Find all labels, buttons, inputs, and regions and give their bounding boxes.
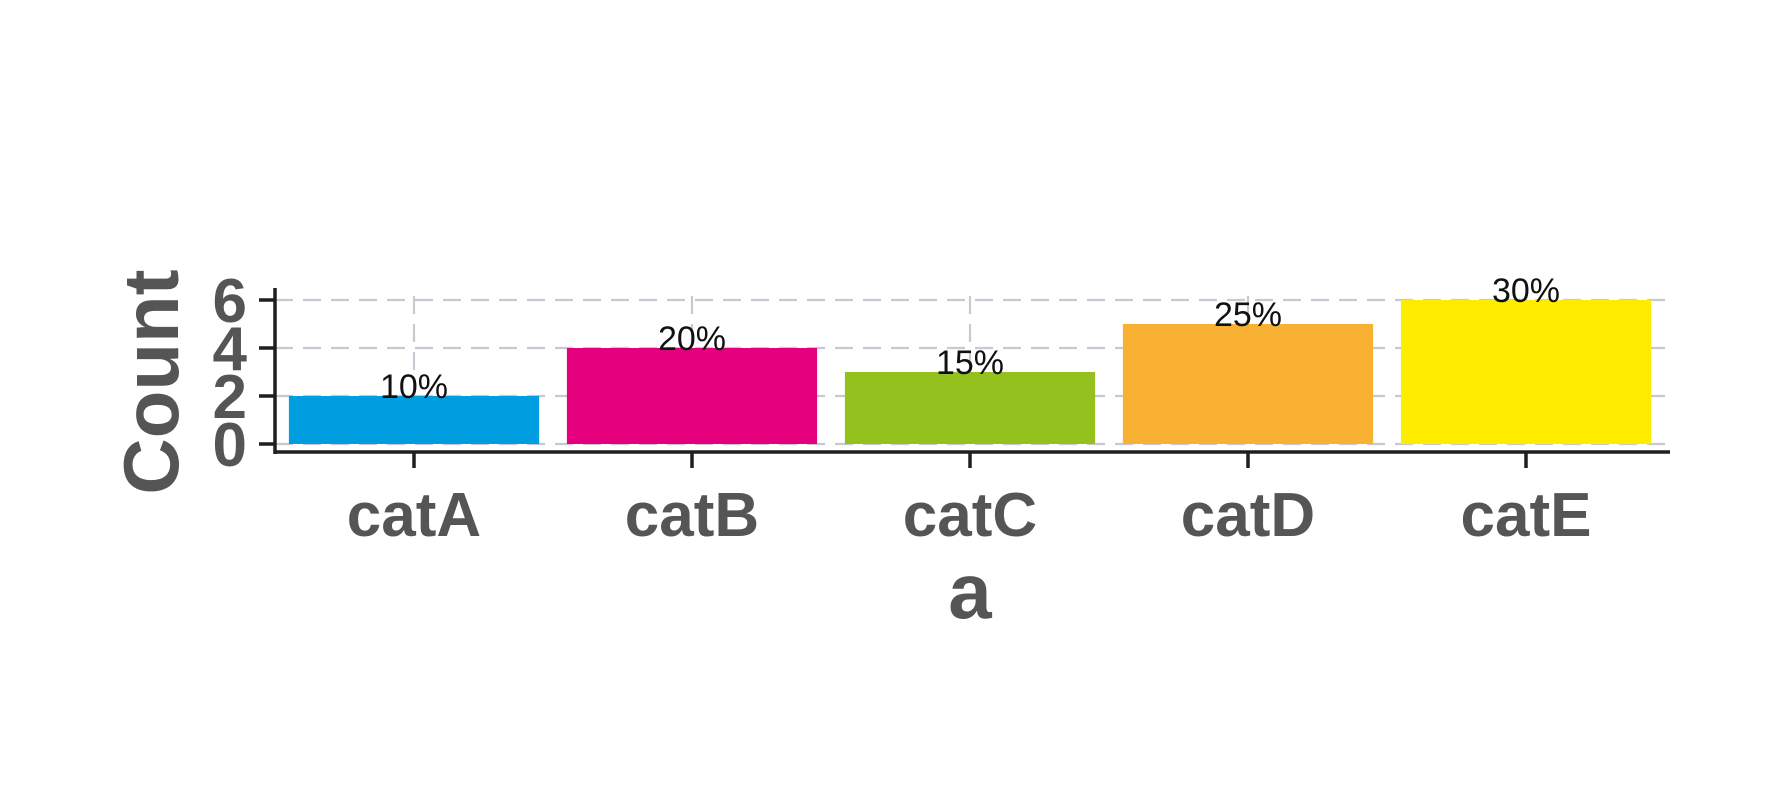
axes bbox=[273, 288, 1670, 454]
bar-data-labels: 10% 20% 15% 25% 30% bbox=[380, 272, 1560, 406]
bar-catE bbox=[1400, 300, 1652, 444]
bars bbox=[288, 300, 1652, 444]
y-axis-title: Count bbox=[107, 269, 195, 494]
x-tick-label-catE: catE bbox=[1461, 481, 1592, 550]
data-label-catA: 10% bbox=[380, 368, 448, 406]
y-tick-label-2: 2 bbox=[213, 363, 247, 432]
x-tick-label-catD: catD bbox=[1181, 481, 1315, 550]
y-tick-label-0: 0 bbox=[213, 411, 247, 480]
data-label-catB: 20% bbox=[658, 320, 726, 358]
x-tick-label-catA: catA bbox=[347, 481, 481, 550]
bar-catD bbox=[1122, 324, 1374, 444]
data-label-catC: 15% bbox=[936, 344, 1004, 382]
x-tick-label-catC: catC bbox=[903, 481, 1037, 550]
bar-catA bbox=[288, 396, 540, 444]
x-tick-label-catB: catB bbox=[625, 481, 759, 550]
y-tick-label-4: 4 bbox=[213, 315, 248, 384]
x-axis-ticks: catA catB catC catD catE bbox=[347, 452, 1592, 550]
x-axis-title: a bbox=[948, 547, 992, 635]
bar-catB bbox=[566, 348, 818, 444]
bar-catC bbox=[844, 372, 1096, 444]
y-tick-label-6: 6 bbox=[213, 267, 247, 336]
data-label-catE: 30% bbox=[1492, 272, 1560, 310]
data-label-catD: 25% bbox=[1214, 296, 1282, 334]
